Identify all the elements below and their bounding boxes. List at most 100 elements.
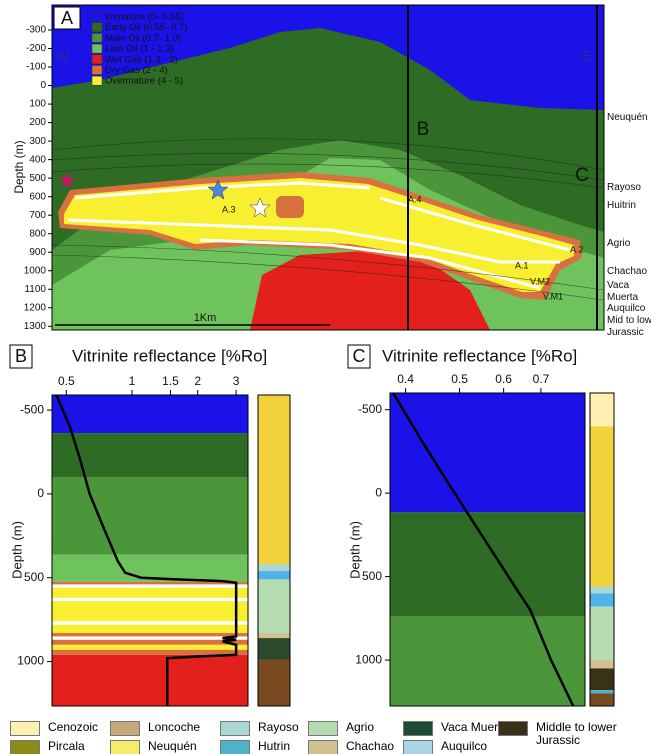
strat-unit: [590, 660, 614, 668]
y-axis-label: Depth (m): [9, 521, 24, 579]
y-tick-label: 700: [29, 210, 46, 221]
maturity-band: [390, 617, 585, 706]
y-tick-label: 1300: [24, 321, 47, 332]
legend-swatch: [92, 55, 102, 64]
legend-swatch: [92, 12, 102, 21]
maturity-band: [52, 633, 248, 636]
y-tick-label: 1000: [17, 654, 44, 668]
formation-label: Chachao: [607, 266, 651, 278]
y-tick-label: 200: [29, 117, 46, 128]
y-tick-label: 800: [29, 228, 46, 239]
y-tick-label: -500: [358, 402, 382, 416]
legend-label: Immature (0- 0.55): [105, 12, 184, 23]
formation-label: Mid to low Jurassic: [607, 315, 651, 339]
legend-swatch: [10, 740, 40, 754]
legend-item: Auquilco: [403, 740, 553, 754]
strat-unit: [590, 668, 614, 690]
legend-swatch: [92, 76, 102, 85]
strat-unit: [258, 564, 290, 571]
legend-swatch: [110, 721, 140, 736]
annotation: V.M1: [543, 291, 563, 301]
legend-label: Late Oil (1 - 1.3): [105, 44, 174, 55]
y-tick-label: 1100: [24, 284, 46, 295]
legend-label: Chachao: [346, 740, 394, 753]
side-label: W: [55, 48, 70, 65]
strat-unit: [258, 571, 290, 579]
annotation: V.M2: [530, 276, 550, 286]
chart-title: Vitrinite reflectance [%Ro]: [72, 346, 267, 365]
y-tick-label: 100: [29, 99, 46, 110]
maturity-band: [52, 645, 248, 650]
maturity-band: [52, 433, 248, 477]
legend-swatch: [220, 740, 250, 754]
annotation: A.1: [515, 260, 529, 270]
formation-label: Agrio: [607, 238, 651, 250]
x-tick-label: 0.7: [533, 372, 550, 386]
y-axis-label: Depth (m): [347, 521, 362, 579]
strat-unit: [590, 593, 614, 606]
x-tick-label: 1: [129, 374, 136, 388]
legend-label: Overmature (4 - 5): [105, 76, 183, 87]
maturity-band: [52, 655, 248, 706]
legend-label: Early Oil (0.55- 0.7): [105, 22, 187, 33]
y-tick-label: 500: [24, 570, 44, 584]
strat-unit: [590, 607, 614, 660]
formation-label: Neuquén: [607, 112, 651, 124]
x-tick-label: 0.4: [397, 372, 414, 386]
legend-label: Loncoche: [148, 721, 200, 734]
annotation: A.3: [222, 204, 236, 214]
section-label: C: [575, 165, 589, 186]
legend-label: Agrio: [346, 721, 374, 734]
x-tick-label: 0.5: [58, 374, 75, 388]
y-tick-label: 300: [29, 136, 46, 147]
dry-gas-pocket: [276, 196, 304, 218]
legend-swatch: [10, 721, 40, 736]
strat-unit: [258, 633, 290, 638]
formation-label: Huitrin: [607, 200, 651, 212]
section-label: B: [417, 119, 430, 140]
panel-label: C: [353, 346, 366, 366]
panel-label: B: [15, 346, 27, 366]
y-tick-label: -200: [26, 43, 46, 54]
y-tick-label: 0: [37, 486, 44, 500]
legend-swatch: [403, 721, 433, 736]
legend-label: Rayoso: [258, 721, 299, 734]
x-tick-label: 1.5: [162, 374, 179, 388]
legend-swatch: [92, 23, 102, 32]
y-tick-label: 1000: [355, 652, 382, 666]
legend-label: Hutrin: [258, 740, 290, 753]
figure: A Depth (m) 1Km B Vitrinite reflectance …: [0, 0, 651, 754]
strat-unit: [590, 426, 614, 586]
annotation: A.2: [570, 244, 584, 254]
maturity-band: [52, 477, 248, 555]
legend-label: Main Oil (0.7- 1.0): [105, 33, 181, 44]
legend-swatch: [92, 33, 102, 42]
legend-swatch: [403, 740, 433, 754]
formation-label: Auquilco: [607, 303, 651, 315]
x-tick-label: 0.5: [451, 372, 468, 386]
y-tick-label: 500: [29, 173, 46, 184]
y-tick-label: -500: [20, 402, 44, 416]
y-tick-label: 0: [40, 80, 46, 91]
legend-label: Neuquén: [148, 740, 197, 753]
strat-unit: [590, 693, 614, 706]
y-tick-label: 0: [375, 485, 382, 499]
maturity-band: [390, 393, 585, 512]
y-tick-label: 1200: [24, 302, 47, 313]
y-tick-label: -100: [26, 62, 46, 73]
maturity-band: [52, 640, 248, 645]
y-tick-label: 900: [29, 247, 46, 258]
legend-swatch: [92, 66, 102, 75]
legend-swatch: [110, 740, 140, 754]
legend-label: Cenozoic: [48, 721, 98, 734]
maturity-band: [52, 621, 248, 624]
maturity-band: [52, 598, 248, 601]
legend-label: Auquilco: [441, 740, 487, 753]
maturity-band: [390, 512, 585, 616]
maturity-band: [52, 625, 248, 633]
y-tick-label: 500: [362, 569, 382, 583]
side-label: E: [582, 48, 592, 65]
y-axis-label: Depth (m): [12, 140, 26, 193]
y-tick-label: -300: [26, 25, 46, 36]
legend-swatch: [308, 721, 338, 736]
